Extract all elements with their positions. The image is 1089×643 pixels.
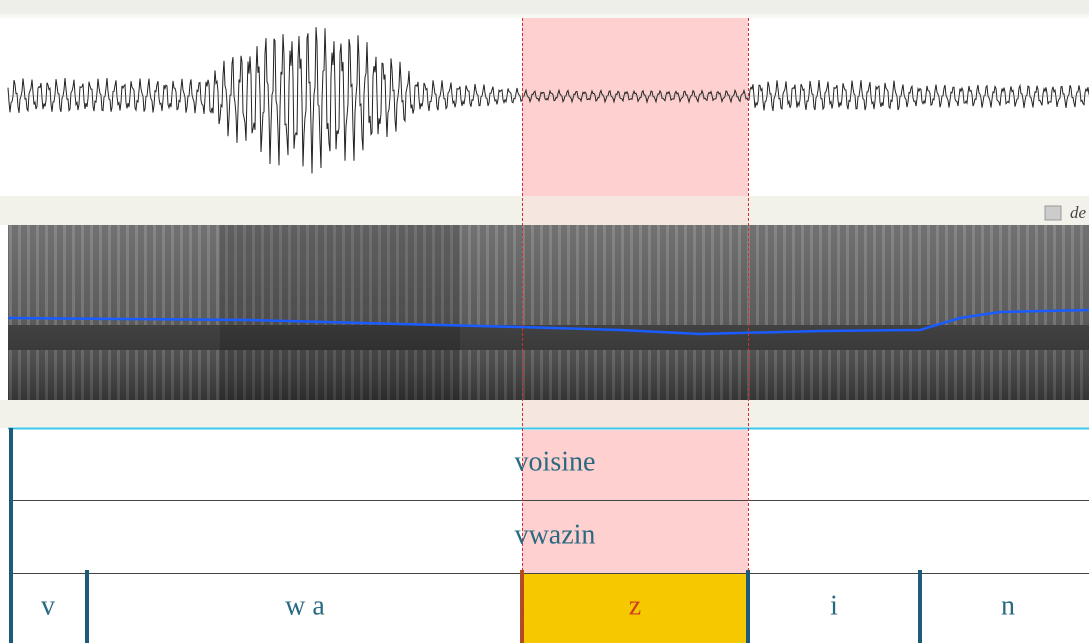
icon	[1044, 205, 1062, 221]
spectrogram-shade	[8, 225, 1089, 400]
tier-edge	[9, 428, 13, 643]
interval-label: z	[629, 590, 641, 621]
boundary	[918, 570, 922, 643]
boundary	[85, 570, 89, 643]
selection-band	[522, 196, 748, 225]
selection	[522, 18, 748, 196]
interval-label: n	[1001, 590, 1015, 621]
selection	[522, 430, 748, 573]
top-gap	[0, 14, 1089, 18]
pitch-contour	[7, 308, 1089, 336]
interval-label: v	[41, 590, 55, 621]
top-strip	[0, 0, 1089, 14]
selected-interval	[522, 573, 748, 643]
selection-band	[522, 400, 748, 428]
corner-label: de	[1070, 203, 1087, 222]
interval-label: w a	[285, 590, 325, 621]
interval-label: i	[830, 590, 838, 621]
boundary	[520, 570, 524, 643]
boundary	[746, 570, 750, 643]
interval-label: voisine	[515, 446, 596, 477]
interval-label: vwazin	[515, 519, 596, 550]
spectrogram-dark	[220, 225, 460, 400]
